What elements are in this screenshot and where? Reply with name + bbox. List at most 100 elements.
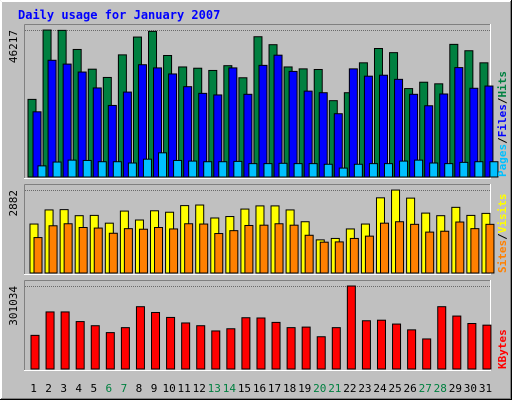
x-tick-label-day-8: 8: [136, 382, 143, 395]
bar-pages-day-13: [218, 161, 228, 178]
legend: Sites/Visits: [496, 194, 509, 274]
x-tick-label-day-4: 4: [75, 382, 82, 395]
x-tick-label-day-25: 25: [388, 382, 401, 395]
bar-files-day-22: [348, 68, 358, 178]
x-tick-label-day-9: 9: [151, 382, 158, 395]
bar-files-day-25: [394, 78, 404, 178]
bar-sites-day-21: [334, 241, 344, 274]
bar-kbytes-day-18: [286, 327, 296, 370]
bar-pages-day-5: [97, 161, 107, 178]
x-tick-label-day-12: 12: [193, 382, 206, 395]
bar-files-day-17: [273, 54, 283, 178]
x-tick-label-day-7: 7: [121, 382, 128, 395]
x-axis: 1 2 3 4 5 6 7 8 9 10 11 12 13 14 15 16 17 18 19 20 21 22 23 24 2…: [30, 382, 492, 395]
bar-kbytes-day-28: [437, 306, 447, 370]
x-tick-label-day-6: 6: [106, 382, 113, 395]
bar-kbytes-day-25: [392, 323, 402, 370]
bar-pages-day-22: [353, 163, 363, 178]
bar-pages-day-25: [399, 160, 409, 178]
bar-files-day-19: [303, 90, 313, 178]
bar-pages-day-20: [323, 163, 333, 178]
bar-kbytes-day-15: [241, 317, 251, 370]
bar-kbytes-day-24: [376, 319, 386, 370]
bar-pages-day-4: [82, 159, 92, 178]
bar-pages-day-7: [127, 162, 137, 178]
bar-pages-day-3: [67, 159, 77, 178]
chart-panels: 46217Pages/Files/Hits2882Sites/Visits301…: [7, 24, 509, 371]
bar-files-day-2: [47, 59, 57, 178]
bar-pages-day-21: [338, 167, 348, 178]
bar-pages-day-8: [142, 158, 152, 178]
legend-separator: /: [496, 137, 509, 144]
bar-kbytes-day-17: [271, 321, 281, 370]
bar-sites-day-16: [259, 224, 269, 274]
bar-files-day-18: [288, 70, 298, 178]
bar-files-day-29: [454, 67, 464, 178]
bar-files-day-26: [409, 93, 419, 178]
x-tick-label-day-30: 30: [464, 382, 477, 395]
legend-entry-sites: Sites: [496, 240, 509, 273]
legend: Pages/Files/Hits: [496, 71, 509, 177]
bar-files-day-5: [92, 87, 102, 178]
bar-sites-day-8: [138, 228, 148, 274]
bar-kbytes-day-30: [467, 323, 477, 370]
bar-pages-day-27: [429, 162, 439, 178]
x-tick-label-day-17: 17: [268, 382, 281, 395]
bar-pages-day-10: [173, 159, 183, 178]
bar-files-day-14: [228, 67, 238, 178]
bar-kbytes-day-12: [196, 325, 206, 370]
bar-pages-day-24: [383, 163, 393, 178]
bar-sites-day-31: [485, 223, 495, 274]
y-max-label: 2882: [7, 190, 20, 217]
bar-sites-day-15: [244, 224, 254, 274]
bar-kbytes-day-31: [482, 324, 492, 370]
bar-kbytes-day-6: [105, 332, 115, 370]
x-tick-label-day-1: 1: [30, 382, 37, 395]
bar-pages-day-17: [278, 162, 288, 178]
legend-entry-visits: Visits: [496, 194, 509, 234]
x-tick-label-day-3: 3: [60, 382, 67, 395]
bar-files-day-21: [333, 113, 343, 178]
bar-pages-day-18: [293, 163, 303, 178]
bar-sites-day-14: [229, 230, 239, 274]
bar-sites-day-19: [304, 234, 314, 274]
bar-kbytes-day-13: [211, 330, 221, 370]
x-tick-label-day-15: 15: [238, 382, 251, 395]
bar-kbytes-day-14: [226, 328, 236, 370]
x-tick-label-day-13: 13: [208, 382, 221, 395]
bar-pages-day-26: [414, 159, 424, 178]
x-tick-label-day-2: 2: [45, 382, 52, 395]
bar-files-day-10: [168, 73, 178, 178]
bar-kbytes-day-10: [166, 316, 176, 370]
bar-sites-day-22: [349, 237, 359, 274]
bar-files-day-13: [213, 94, 223, 178]
bar-sites-day-5: [93, 227, 103, 274]
bar-pages-day-2: [52, 161, 62, 178]
x-tick-label-day-5: 5: [90, 382, 97, 395]
bar-pages-day-6: [112, 161, 122, 178]
bar-files-day-20: [318, 92, 328, 178]
bar-kbytes-day-27: [422, 338, 432, 370]
bar-kbytes-day-16: [256, 317, 266, 370]
bar-pages-day-23: [368, 163, 378, 178]
bar-kbytes-day-4: [75, 321, 85, 370]
legend-entry-files: Files: [496, 104, 509, 137]
legend-entry-pages: Pages: [496, 144, 509, 177]
bar-sites-day-26: [410, 223, 420, 274]
bar-kbytes-day-19: [301, 326, 311, 370]
bar-files-day-24: [378, 74, 388, 178]
bar-sites-day-11: [184, 223, 194, 274]
x-tick-label-day-21: 21: [328, 382, 341, 395]
x-tick-label-day-22: 22: [343, 382, 356, 395]
bar-pages-day-15: [248, 163, 258, 178]
bar-sites-day-25: [395, 221, 405, 274]
chart-panel-3: 301034 KBytes: [7, 280, 509, 371]
bar-kbytes-day-21: [331, 327, 341, 370]
bar-files-day-6: [107, 104, 117, 178]
bar-kbytes-day-9: [151, 311, 161, 370]
x-tick-label-day-24: 24: [373, 382, 387, 395]
bar-files-day-15: [243, 93, 253, 178]
bar-sites-day-1: [33, 237, 43, 274]
bar-sites-day-29: [455, 221, 465, 274]
bar-sites-day-12: [199, 223, 209, 274]
